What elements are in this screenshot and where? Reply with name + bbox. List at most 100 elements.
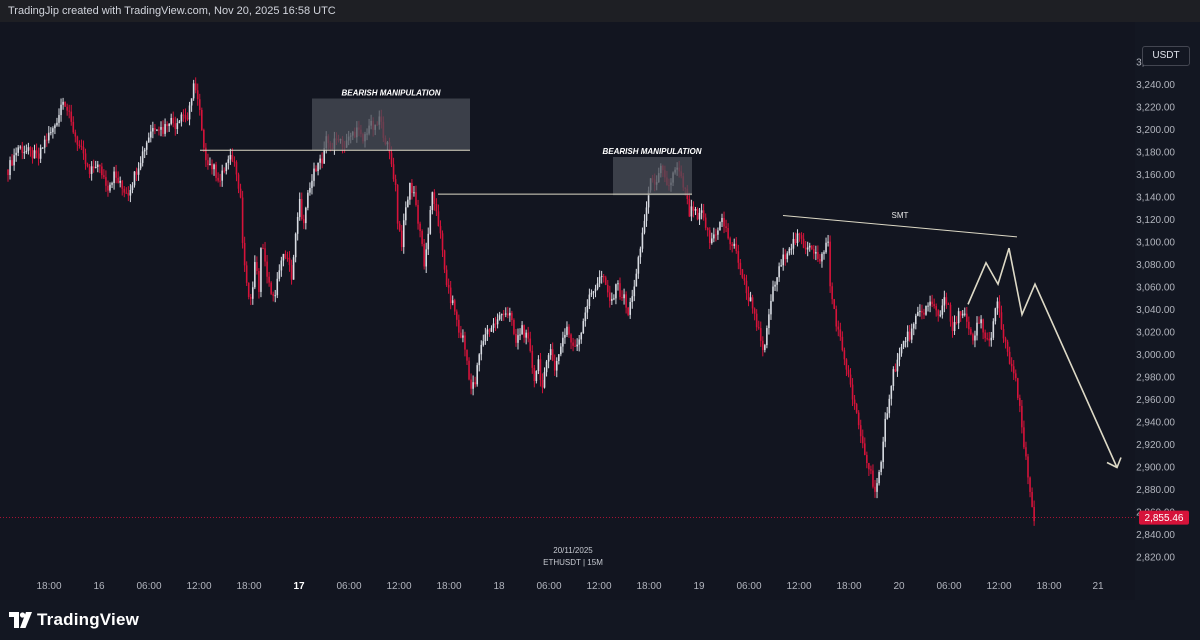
- candle-body: [741, 269, 744, 278]
- candle-body: [847, 369, 850, 375]
- candle-body: [888, 398, 891, 414]
- candle-body: [205, 147, 207, 161]
- candle-body: [519, 334, 521, 336]
- candle-body: [458, 319, 460, 333]
- candle-body: [203, 129, 205, 148]
- currency-button[interactable]: USDT: [1142, 46, 1190, 66]
- candle-body: [808, 245, 811, 248]
- candle-body: [421, 231, 423, 244]
- candle-body: [835, 308, 838, 327]
- x-tick-label: 18:00: [636, 581, 661, 592]
- candle-body: [286, 257, 289, 259]
- candle-body: [323, 148, 325, 164]
- tradingview-logo[interactable]: TradingView: [9, 608, 139, 632]
- candle-body: [1023, 427, 1025, 448]
- candle-body: [819, 258, 821, 262]
- candle-body: [966, 313, 968, 322]
- candle-body: [982, 319, 984, 333]
- candle-body: [147, 137, 150, 143]
- candle-body: [874, 486, 876, 492]
- candle-body: [647, 190, 650, 208]
- candle-body: [645, 207, 648, 221]
- candle-body: [15, 152, 17, 156]
- candle-body: [633, 286, 636, 297]
- candle-body: [507, 313, 509, 316]
- candle-body: [947, 303, 950, 305]
- candle-body: [180, 114, 183, 122]
- candle-body: [613, 298, 615, 300]
- candle-body: [21, 146, 24, 153]
- candle-body: [54, 125, 56, 129]
- candle-body: [119, 180, 121, 183]
- candle-body: [145, 142, 148, 150]
- candle-body: [264, 248, 266, 262]
- candle-body: [980, 319, 982, 324]
- candle-body: [912, 324, 915, 329]
- candle-body: [904, 341, 907, 343]
- candle-body: [588, 294, 591, 306]
- current-price-value: 2,855.46: [1145, 513, 1184, 524]
- candle-body: [162, 127, 164, 134]
- candle-body: [56, 122, 58, 126]
- candle-body: [254, 262, 256, 288]
- candle-body: [23, 152, 26, 154]
- candle-body: [441, 233, 444, 251]
- attribution-header: TradingJip created with TradingView.com,…: [0, 0, 1200, 22]
- candle-body: [759, 328, 762, 341]
- candle-body: [798, 233, 801, 236]
- candle-body: [586, 305, 589, 313]
- candle-body: [313, 168, 315, 181]
- candle-body: [925, 305, 927, 315]
- candle-body: [521, 325, 523, 335]
- candle-body: [35, 150, 38, 154]
- candle-body: [706, 227, 709, 231]
- x-tick-label: 17: [293, 581, 305, 592]
- candle-body: [394, 179, 397, 186]
- candle-body: [996, 301, 999, 309]
- candle-body: [303, 219, 305, 224]
- candle-body: [317, 162, 319, 172]
- candlestick-chart[interactable]: 2,820.002,840.002,860.002,880.002,900.00…: [0, 22, 1200, 600]
- candle-body: [551, 349, 554, 361]
- candle-body: [154, 128, 156, 130]
- candle-body: [794, 238, 797, 243]
- candle-body: [186, 118, 189, 120]
- candle-body: [594, 288, 597, 292]
- candle-body: [96, 164, 99, 167]
- candle-body: [429, 210, 432, 234]
- candle-body: [498, 315, 501, 320]
- chart-area[interactable]: 2,820.002,840.002,860.002,880.002,900.00…: [0, 22, 1200, 600]
- candle-body: [1008, 351, 1011, 364]
- candle-body: [900, 346, 903, 354]
- candle-body: [762, 340, 764, 351]
- candle-body: [817, 252, 819, 259]
- candle-body: [178, 121, 181, 124]
- candle-body: [1027, 456, 1029, 478]
- candle-body: [252, 287, 254, 299]
- candle-body: [894, 369, 897, 372]
- candle-body: [927, 305, 929, 307]
- candle-body: [810, 245, 813, 250]
- candle-body: [225, 162, 228, 172]
- candle-body: [245, 265, 248, 283]
- candle-body: [596, 283, 599, 289]
- candle-body: [549, 349, 552, 356]
- candle-body: [396, 185, 399, 224]
- candle-body: [239, 188, 242, 198]
- candle-body: [592, 291, 595, 293]
- candle-body: [943, 297, 946, 306]
- candle-body: [223, 170, 226, 172]
- candle-body: [480, 344, 483, 355]
- candle-body: [988, 338, 991, 341]
- candle-body: [600, 276, 603, 278]
- candle-body: [772, 286, 774, 301]
- candle-body: [435, 203, 438, 212]
- candle-body: [843, 350, 846, 360]
- candle-body: [172, 117, 175, 124]
- candle-body: [70, 111, 73, 122]
- y-tick-label: 2,920.00: [1136, 440, 1175, 451]
- candle-body: [604, 277, 607, 285]
- candle-body: [294, 233, 297, 258]
- candle-body: [484, 334, 487, 342]
- candle-body: [723, 217, 725, 227]
